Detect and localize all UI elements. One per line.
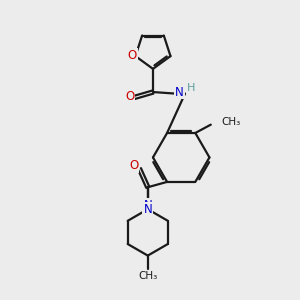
Text: O: O (129, 159, 138, 172)
Text: O: O (125, 90, 134, 103)
Text: H: H (187, 83, 195, 93)
Text: O: O (128, 49, 137, 62)
Text: CH₃: CH₃ (138, 271, 158, 281)
Text: N: N (143, 199, 152, 212)
Text: N: N (175, 85, 184, 98)
Text: N: N (143, 203, 152, 216)
Text: CH₃: CH₃ (221, 117, 240, 127)
